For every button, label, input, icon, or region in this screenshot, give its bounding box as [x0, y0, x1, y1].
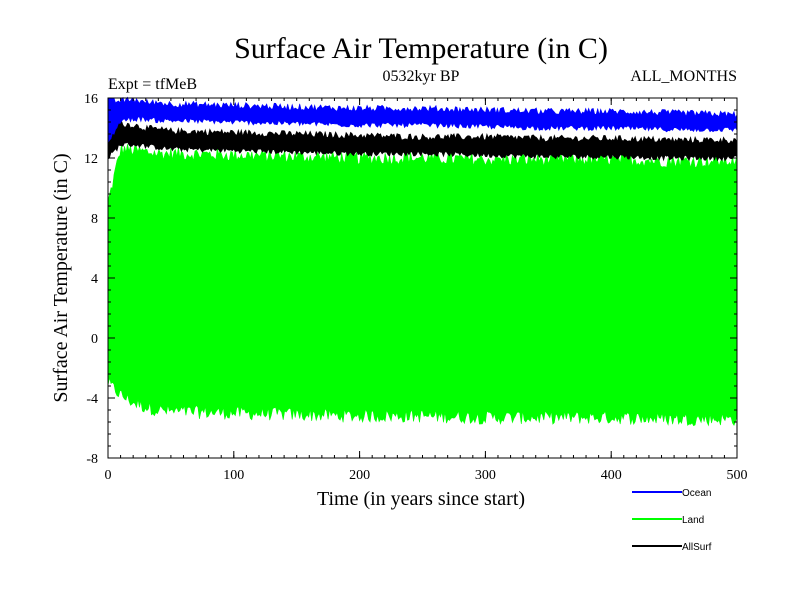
- x-axis-label: Time (in years since start): [317, 488, 525, 510]
- legend-label-ocean: Ocean: [682, 488, 711, 499]
- x-tick-label: 400: [601, 468, 622, 483]
- x-tick-label: 200: [349, 468, 370, 483]
- y-tick-label: 4: [91, 272, 98, 287]
- y-tick-label: 8: [91, 212, 98, 227]
- series-land-band: [107, 143, 738, 427]
- x-tick-label: 100: [223, 468, 244, 483]
- axes: -8 -4 0 4 8 12 16 0 100 200 300 400 500: [84, 92, 748, 483]
- x-tick-label: 300: [475, 468, 496, 483]
- legend-label-allsurf: AllSurf: [682, 542, 712, 553]
- expt-label: Expt = tfMeB: [108, 76, 197, 93]
- plot-series: [107, 96, 738, 427]
- y-tick-label: -8: [86, 452, 98, 467]
- x-tick-label: 500: [727, 468, 748, 483]
- y-tick-label: 16: [84, 92, 98, 107]
- legend-label-land: Land: [682, 515, 704, 526]
- y-axis-label: Surface Air Temperature (in C): [50, 153, 72, 402]
- months-label: ALL_MONTHS: [630, 68, 737, 85]
- x-tick-label: 0: [105, 468, 112, 483]
- chart-title: Surface Air Temperature (in C): [234, 32, 608, 65]
- chart-subtitle: 0532kyr BP: [383, 68, 460, 85]
- y-tick-label: 12: [84, 152, 98, 167]
- y-tick-label: 0: [91, 332, 98, 347]
- y-tick-label: -4: [86, 392, 98, 407]
- legend: Ocean Land AllSurf: [632, 488, 712, 553]
